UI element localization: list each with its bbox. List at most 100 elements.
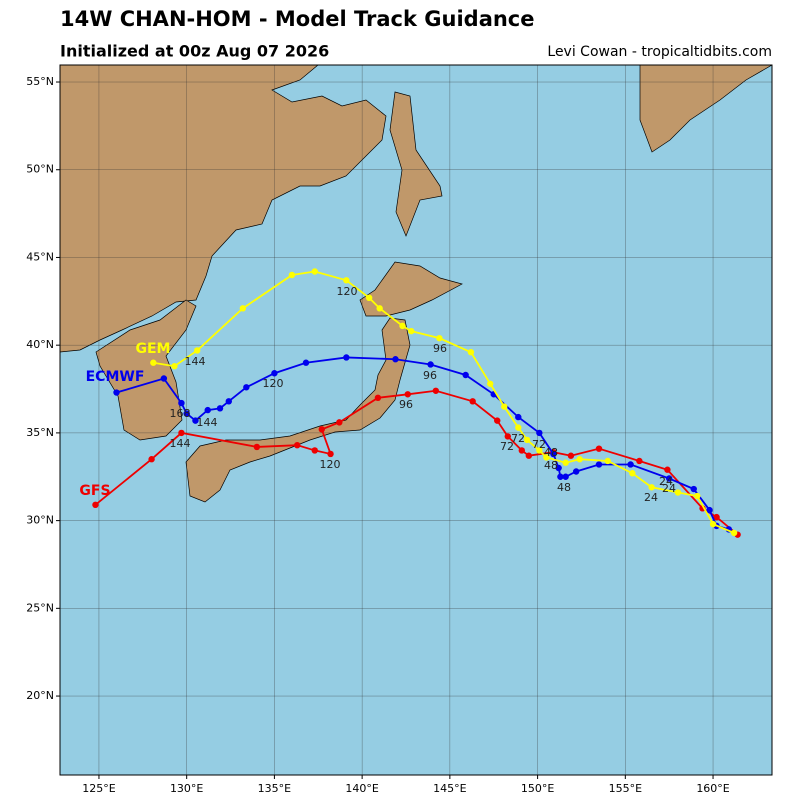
track-point: [171, 363, 178, 370]
hour-label: 96: [433, 342, 447, 355]
track-point: [709, 520, 717, 528]
hour-label: 144: [170, 437, 191, 450]
track-point: [636, 457, 643, 465]
hour-label: 48: [544, 446, 558, 459]
subtitle: Initialized at 00z Aug 07 2026: [60, 42, 329, 61]
track-point: [664, 466, 671, 473]
y-tick-label: 40°N: [26, 338, 54, 351]
track-point: [523, 436, 531, 444]
hokkaido: [359, 261, 463, 317]
y-tick-label: 50°N: [26, 163, 54, 176]
track-point: [318, 426, 325, 433]
track-point: [376, 305, 383, 312]
hour-label: 72: [511, 432, 525, 445]
track-point: [243, 384, 250, 391]
track-point: [562, 459, 569, 466]
track-point: [665, 475, 673, 482]
hour-label: 144: [185, 355, 206, 368]
track-point: [392, 356, 399, 363]
credit: Levi Cowan - tropicaltidbits.com: [547, 44, 772, 60]
track-point: [487, 380, 494, 387]
track-point: [627, 461, 634, 468]
track-point: [178, 399, 185, 407]
hour-label: 144: [197, 416, 218, 429]
track-point: [336, 419, 343, 426]
track-point: [216, 405, 224, 412]
track-point: [501, 403, 508, 410]
track-point: [469, 398, 476, 405]
track-point: [462, 371, 469, 379]
track-point: [572, 468, 580, 475]
track-point: [225, 398, 232, 405]
model-label: GEM: [136, 341, 171, 357]
track-point: [436, 334, 443, 342]
hour-label: 120: [263, 377, 284, 390]
track-point: [674, 489, 682, 496]
x-tick-label: 155°E: [609, 782, 642, 795]
x-tick-label: 135°E: [258, 782, 291, 795]
track-point: [543, 454, 550, 461]
track-point: [92, 501, 99, 509]
track-point: [567, 452, 575, 459]
track-point: [555, 464, 562, 472]
map-frame: [59, 64, 773, 776]
hour-label: 72: [500, 440, 514, 453]
track-point: [271, 370, 278, 377]
track-point: [374, 394, 382, 402]
track-point: [713, 513, 720, 521]
track-point: [536, 447, 543, 454]
track-point: [327, 450, 334, 458]
hour-label: 72: [532, 438, 546, 451]
track-point: [504, 433, 511, 440]
x-tick-label: 140°E: [345, 782, 378, 795]
track-point: [239, 305, 247, 312]
track-point: [148, 456, 155, 463]
hour-label: 120: [337, 285, 358, 298]
track-point: [629, 470, 636, 477]
track-point: [536, 429, 543, 437]
track-point: [178, 429, 185, 437]
track-point: [427, 361, 434, 368]
track-point: [706, 506, 713, 514]
track-point: [525, 452, 533, 459]
title: 14W CHAN-HOM - Model Track Guidance: [60, 7, 535, 31]
track-line: [153, 270, 735, 534]
track-point: [150, 359, 157, 366]
track-point: [343, 277, 350, 284]
track-point: [343, 354, 350, 361]
y-tick-label: 20°N: [26, 689, 54, 702]
y-tick-label: 30°N: [26, 514, 54, 527]
y-tick-label: 25°N: [26, 601, 54, 614]
track-point: [595, 445, 603, 452]
hour-label: 48: [544, 459, 558, 472]
track-point: [518, 447, 525, 454]
track-point: [404, 391, 411, 398]
track-point: [494, 417, 501, 424]
track-point: [550, 450, 557, 458]
track-point: [194, 347, 201, 354]
x-tick-label: 125°E: [82, 782, 115, 795]
hour-label: 48: [557, 481, 571, 494]
track-point: [183, 410, 190, 417]
track-point: [557, 473, 564, 480]
x-tick-label: 130°E: [170, 782, 203, 795]
model-label: ECMWF: [86, 369, 145, 385]
track-point: [253, 443, 261, 451]
track-point: [604, 457, 611, 465]
track-point: [192, 417, 199, 424]
kamchatka: [639, 65, 772, 153]
track-point: [311, 447, 318, 454]
hour-label: 120: [320, 458, 341, 471]
y-tick-label: 35°N: [26, 426, 54, 439]
track-point: [467, 348, 475, 356]
track-point: [311, 268, 318, 275]
hour-label: 24: [659, 475, 673, 488]
track-point: [365, 294, 373, 302]
track-point: [690, 485, 697, 493]
track-point: [595, 461, 603, 468]
track-point: [399, 322, 406, 330]
y-tick-label: 45°N: [26, 250, 54, 263]
korea: [95, 299, 197, 441]
